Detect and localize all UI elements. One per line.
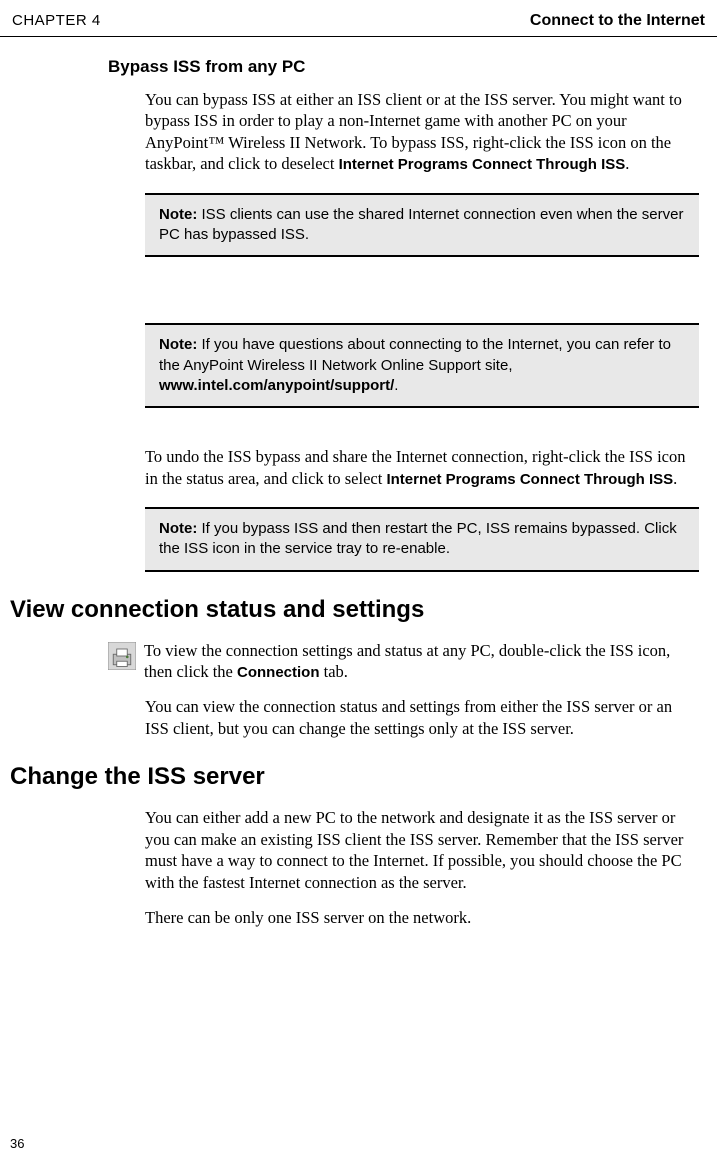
section-bypass-title: Bypass ISS from any PC <box>108 57 717 77</box>
para-text-end: tab. <box>320 662 348 681</box>
page-number: 36 <box>10 1136 24 1151</box>
para-text-end: . <box>673 469 677 488</box>
iss-printer-icon <box>108 642 136 670</box>
header-title: Connect to the Internet <box>530 12 705 30</box>
note-box-1: Note: ISS clients can use the shared Int… <box>145 193 699 258</box>
note-body-b: . <box>394 377 398 394</box>
support-url: www.intel.com/anypoint/support/ <box>159 377 394 394</box>
note-body-a: If you have questions about connecting t… <box>159 336 671 373</box>
note-box-2: Note: If you have questions about connec… <box>145 323 699 408</box>
menu-option-select: Internet Programs Connect Through ISS <box>386 471 673 488</box>
change-server-para-2: There can be only one ISS server on the … <box>145 907 699 928</box>
note-label: Note: <box>159 206 202 223</box>
view-connection-para-2: You can view the connection status and s… <box>145 696 699 739</box>
note-label: Note: <box>159 520 202 537</box>
note-box-3: Note: If you bypass ISS and then restart… <box>145 507 699 572</box>
note-2-text: Note: If you have questions about connec… <box>159 335 685 396</box>
note-1-text: Note: ISS clients can use the shared Int… <box>159 205 685 246</box>
section-view-connection-title: View connection status and settings <box>10 596 717 624</box>
page-header: CHAPTER 4 Connect to the Internet <box>0 0 717 37</box>
para-text-end: . <box>625 154 629 173</box>
para-text: To view the connection settings and stat… <box>144 641 670 681</box>
menu-option-deselect: Internet Programs Connect Through ISS <box>339 156 626 173</box>
view-connection-para-1: To view the connection settings and stat… <box>108 640 699 683</box>
bypass-paragraph-1: You can bypass ISS at either an ISS clie… <box>145 89 699 175</box>
connection-tab-label: Connection <box>237 664 320 681</box>
note-body: If you bypass ISS and then restart the P… <box>159 520 677 557</box>
bypass-paragraph-2: To undo the ISS bypass and share the Int… <box>145 446 699 489</box>
section-change-server-title: Change the ISS server <box>10 763 717 791</box>
note-body: ISS clients can use the shared Internet … <box>159 206 683 243</box>
change-server-para-1: You can either add a new PC to the netwo… <box>145 807 699 893</box>
note-label: Note: <box>159 336 202 353</box>
icon-para-text: To view the connection settings and stat… <box>144 640 699 683</box>
chapter-label: CHAPTER 4 <box>12 12 101 29</box>
note-3-text: Note: If you bypass ISS and then restart… <box>159 519 685 560</box>
